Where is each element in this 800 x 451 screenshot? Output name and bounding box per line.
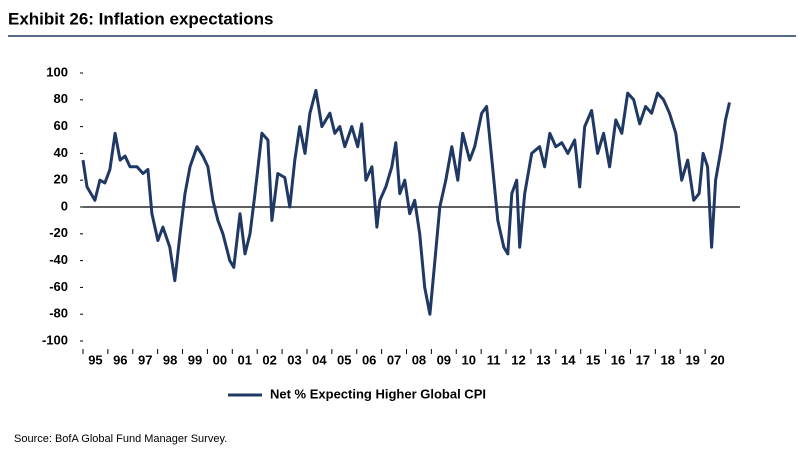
x-tick-label: 02 [262,352,276,367]
x-tick-label: 10 [461,352,475,367]
y-tick-label: 0 [61,198,68,213]
x-tick-label: 00 [213,352,227,367]
x-tick-label: 03 [287,352,301,367]
x-tick-label: 95 [88,352,102,367]
y-tick-label: 100 [46,64,68,79]
y-tick-label: -40 [49,252,68,267]
x-tick-label: 05 [337,352,351,367]
y-tick-label: -100 [42,332,68,347]
y-tick-label: -60 [49,279,68,294]
x-tick-label: 14 [561,352,576,367]
x-tick-label: 98 [163,352,177,367]
source: Source: BofA Global Fund Manager Survey. [14,433,227,445]
x-tick-label: 04 [312,352,327,367]
x-tick-label: 09 [437,352,451,367]
x-tick-label: 18 [661,352,675,367]
series-line [81,88,731,316]
x-tick-label: 07 [387,352,401,367]
x-tick-label: 99 [188,352,202,367]
y-tick-label: 20 [54,172,68,187]
y-tick-label: 40 [54,145,68,160]
x-tick-label: 17 [636,352,650,367]
x-tick-label: 96 [113,352,127,367]
x-tick-label: 15 [586,352,600,367]
x-tick-label: 20 [710,352,724,367]
x-tick-label: 06 [362,352,376,367]
chart-title: Exhibit 26: Inflation expectations [8,9,273,28]
x-tick-label: 13 [536,352,550,367]
x-tick-label: 11 [487,352,501,367]
y-tick-label: -20 [49,225,68,240]
x-tick-label: 16 [611,352,625,367]
y-tick-label: -80 [49,306,68,321]
legend-label: Net % Expecting Higher Global CPI [270,386,486,401]
x-tick-label: 97 [138,352,152,367]
x-tick-label: 08 [412,352,426,367]
x-tick-label: 01 [238,352,252,367]
x-tick-label: 19 [685,352,699,367]
x-tick-label: 12 [511,352,525,367]
y-tick-label: 60 [54,118,68,133]
y-tick-label: 80 [54,91,68,106]
